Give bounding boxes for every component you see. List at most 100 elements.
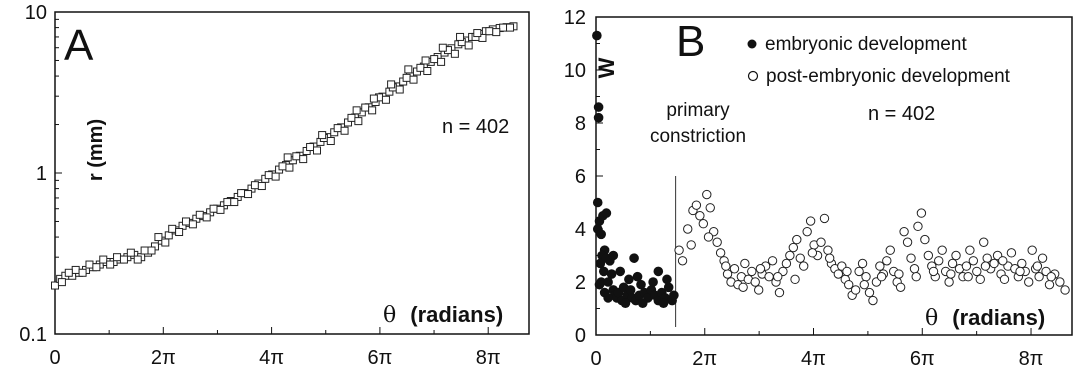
data-point-square xyxy=(450,49,459,58)
data-point-square xyxy=(478,33,487,42)
data-point-square xyxy=(78,268,87,277)
post-embryonic-point xyxy=(819,213,830,224)
data-point-square xyxy=(318,131,327,140)
embryonic-point xyxy=(629,253,639,263)
y-tick-label: 2 xyxy=(575,272,586,294)
post-embryonic-point xyxy=(738,282,748,292)
post-embryonic-point xyxy=(885,245,895,255)
post-embryonic-point xyxy=(861,272,871,282)
panel-a-marks xyxy=(51,22,518,290)
primary-constriction-label-line1: primary xyxy=(666,100,730,121)
data-point-square xyxy=(347,113,356,122)
panel-b-ticks xyxy=(595,16,1032,336)
post-embryonic-point xyxy=(944,277,954,287)
data-point-square xyxy=(85,260,94,269)
data-point-square xyxy=(257,182,266,191)
data-point-square xyxy=(278,162,287,171)
post-embryonic-point xyxy=(754,285,764,295)
post-embryonic-point xyxy=(774,287,785,298)
data-point-square xyxy=(92,263,101,272)
post-embryonic-point xyxy=(703,232,714,242)
data-point-square xyxy=(71,265,80,274)
data-point-square xyxy=(271,172,280,181)
post-embryonic-point xyxy=(712,237,722,247)
post-embryonic-point xyxy=(799,261,809,271)
post-embryonic-point xyxy=(999,274,1010,285)
data-point-square xyxy=(409,75,418,84)
post-embryonic-point xyxy=(792,234,802,245)
x-tick-label: 4π xyxy=(801,348,826,370)
data-point-square xyxy=(340,126,349,135)
post-embryonic-point xyxy=(975,274,985,285)
post-embryonic-point xyxy=(1027,245,1037,255)
embryonic-point xyxy=(625,285,636,295)
panel-b-marks xyxy=(592,30,1070,309)
post-embryonic-point xyxy=(1006,248,1017,258)
post-embryonic-point xyxy=(928,266,939,277)
post-embryonic-point xyxy=(850,285,861,295)
data-point-square xyxy=(223,198,232,207)
data-point-square xyxy=(195,210,204,219)
embryonic-point xyxy=(592,30,602,41)
data-point-square xyxy=(133,255,142,264)
post-embryonic-point xyxy=(781,258,792,269)
data-point-square xyxy=(438,43,447,52)
panel-b: 0 2 4 6 8 10 12 0 2π 4π 6π 8π B W primary constrict… xyxy=(564,7,1073,370)
post-embryonic-point xyxy=(833,269,844,279)
data-point-square xyxy=(437,57,446,66)
embryonic-point xyxy=(632,271,643,282)
data-point-square xyxy=(456,32,465,41)
post-embryonic-point xyxy=(823,245,833,255)
data-point-square xyxy=(326,137,335,146)
panel-b-label: B xyxy=(676,17,705,66)
embryonic-point xyxy=(593,102,604,112)
post-embryonic-point xyxy=(698,219,709,229)
data-point-square xyxy=(188,220,197,229)
post-embryonic-point xyxy=(916,208,927,218)
post-embryonic-point xyxy=(968,256,979,266)
post-embryonic-point xyxy=(979,237,989,247)
embryonic-point xyxy=(669,290,679,301)
data-point-square xyxy=(64,268,73,277)
data-point-square xyxy=(506,23,515,32)
post-embryonic-point xyxy=(1034,272,1044,282)
post-embryonic-point xyxy=(947,258,958,269)
post-embryonic-point xyxy=(824,253,835,263)
post-embryonic-point xyxy=(1032,261,1043,271)
data-point-square xyxy=(140,246,149,255)
data-point-square xyxy=(387,80,396,89)
x-tick-label: 8π xyxy=(1019,348,1044,370)
embryonic-point xyxy=(608,250,619,261)
embryonic-point xyxy=(658,298,669,309)
post-embryonic-point xyxy=(1060,285,1070,295)
data-point-square xyxy=(492,28,501,37)
post-embryonic-point xyxy=(805,216,816,226)
post-embryonic-point xyxy=(980,261,991,271)
data-point-square xyxy=(237,189,246,198)
y-tick-label: 1 xyxy=(36,163,47,185)
post-embryonic-point xyxy=(1055,277,1065,287)
data-point-square xyxy=(164,231,173,240)
data-point-square xyxy=(352,106,361,115)
post-embryonic-point xyxy=(842,266,852,277)
data-point-square xyxy=(230,198,239,207)
embryonic-point xyxy=(601,208,612,218)
embryonic-point xyxy=(603,277,613,287)
post-embryonic-point xyxy=(961,261,972,271)
embryonic-point xyxy=(603,293,613,303)
post-embryonic-point xyxy=(755,264,766,274)
post-embryonic-point xyxy=(1037,253,1048,263)
post-embryonic-point xyxy=(683,224,693,234)
data-point-square xyxy=(381,95,390,104)
panel-a-ticks xyxy=(54,18,489,335)
panel-b-y-label: W xyxy=(594,57,619,78)
embryonic-point xyxy=(653,266,664,277)
embryonic-point xyxy=(637,298,648,309)
legend-post-embryonic-label: post-embryonic development xyxy=(766,66,1011,87)
data-point-square xyxy=(181,217,190,226)
data-point-square xyxy=(423,67,432,76)
embryonic-point xyxy=(663,282,674,293)
post-embryonic-point xyxy=(906,253,916,263)
embryonic-point xyxy=(606,269,617,279)
